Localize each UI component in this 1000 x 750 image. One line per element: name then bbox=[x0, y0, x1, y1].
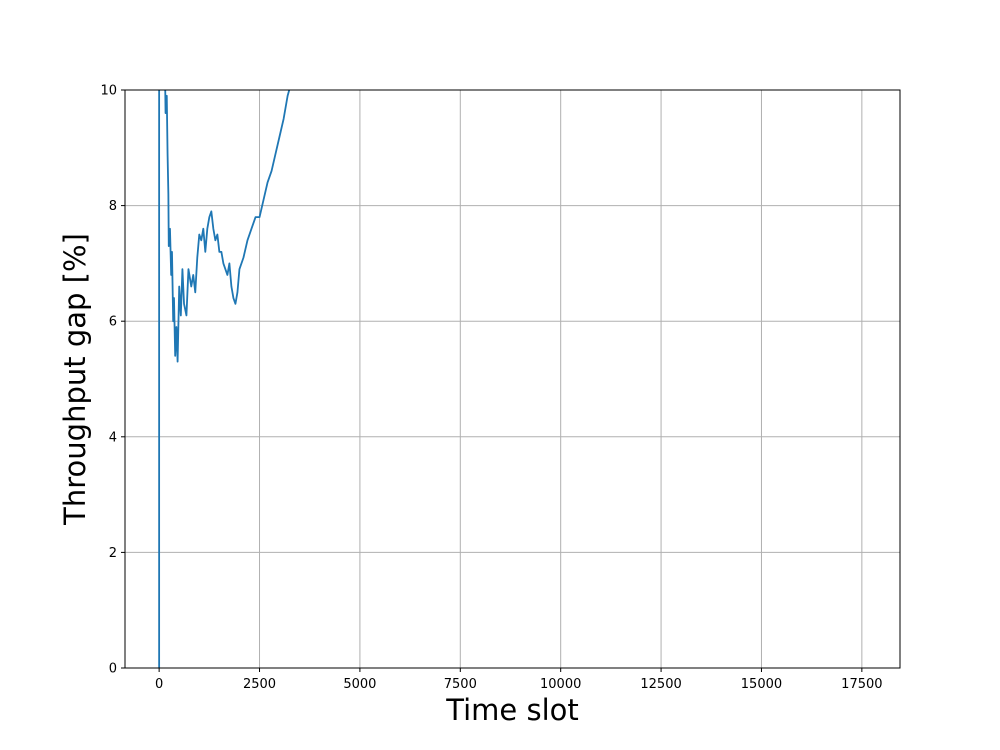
y-tick-label: 6 bbox=[109, 315, 117, 330]
grid-layer bbox=[125, 89, 900, 669]
x-axis-label: Time slot bbox=[445, 693, 578, 727]
x-tick-label: 0 bbox=[155, 677, 163, 692]
y-tick-label: 4 bbox=[109, 430, 117, 445]
x-tick-label: 10000 bbox=[540, 677, 581, 692]
series-line bbox=[158, 90, 291, 668]
x-tick-label: 5000 bbox=[343, 677, 376, 692]
x-tick-label: 7500 bbox=[444, 677, 477, 692]
plot-layer bbox=[158, 90, 291, 668]
y-axis-label: Throughput gap [%] bbox=[58, 233, 92, 526]
y-tick-label: 8 bbox=[109, 199, 117, 214]
tick-layer: 0 2500 5000 7500 10000 12500 15000 17500 0 2 4 6 8 10 bbox=[100, 84, 882, 693]
plot-frame bbox=[124, 89, 901, 669]
x-tick-label: 15000 bbox=[741, 677, 782, 692]
y-tick-label: 10 bbox=[100, 84, 117, 99]
x-tick-label: 2500 bbox=[243, 677, 276, 692]
y-tick-label: 2 bbox=[109, 546, 117, 561]
x-tick-label: 12500 bbox=[640, 677, 681, 692]
y-tick-label: 0 bbox=[109, 662, 117, 677]
x-tick-label: 17500 bbox=[841, 677, 882, 692]
